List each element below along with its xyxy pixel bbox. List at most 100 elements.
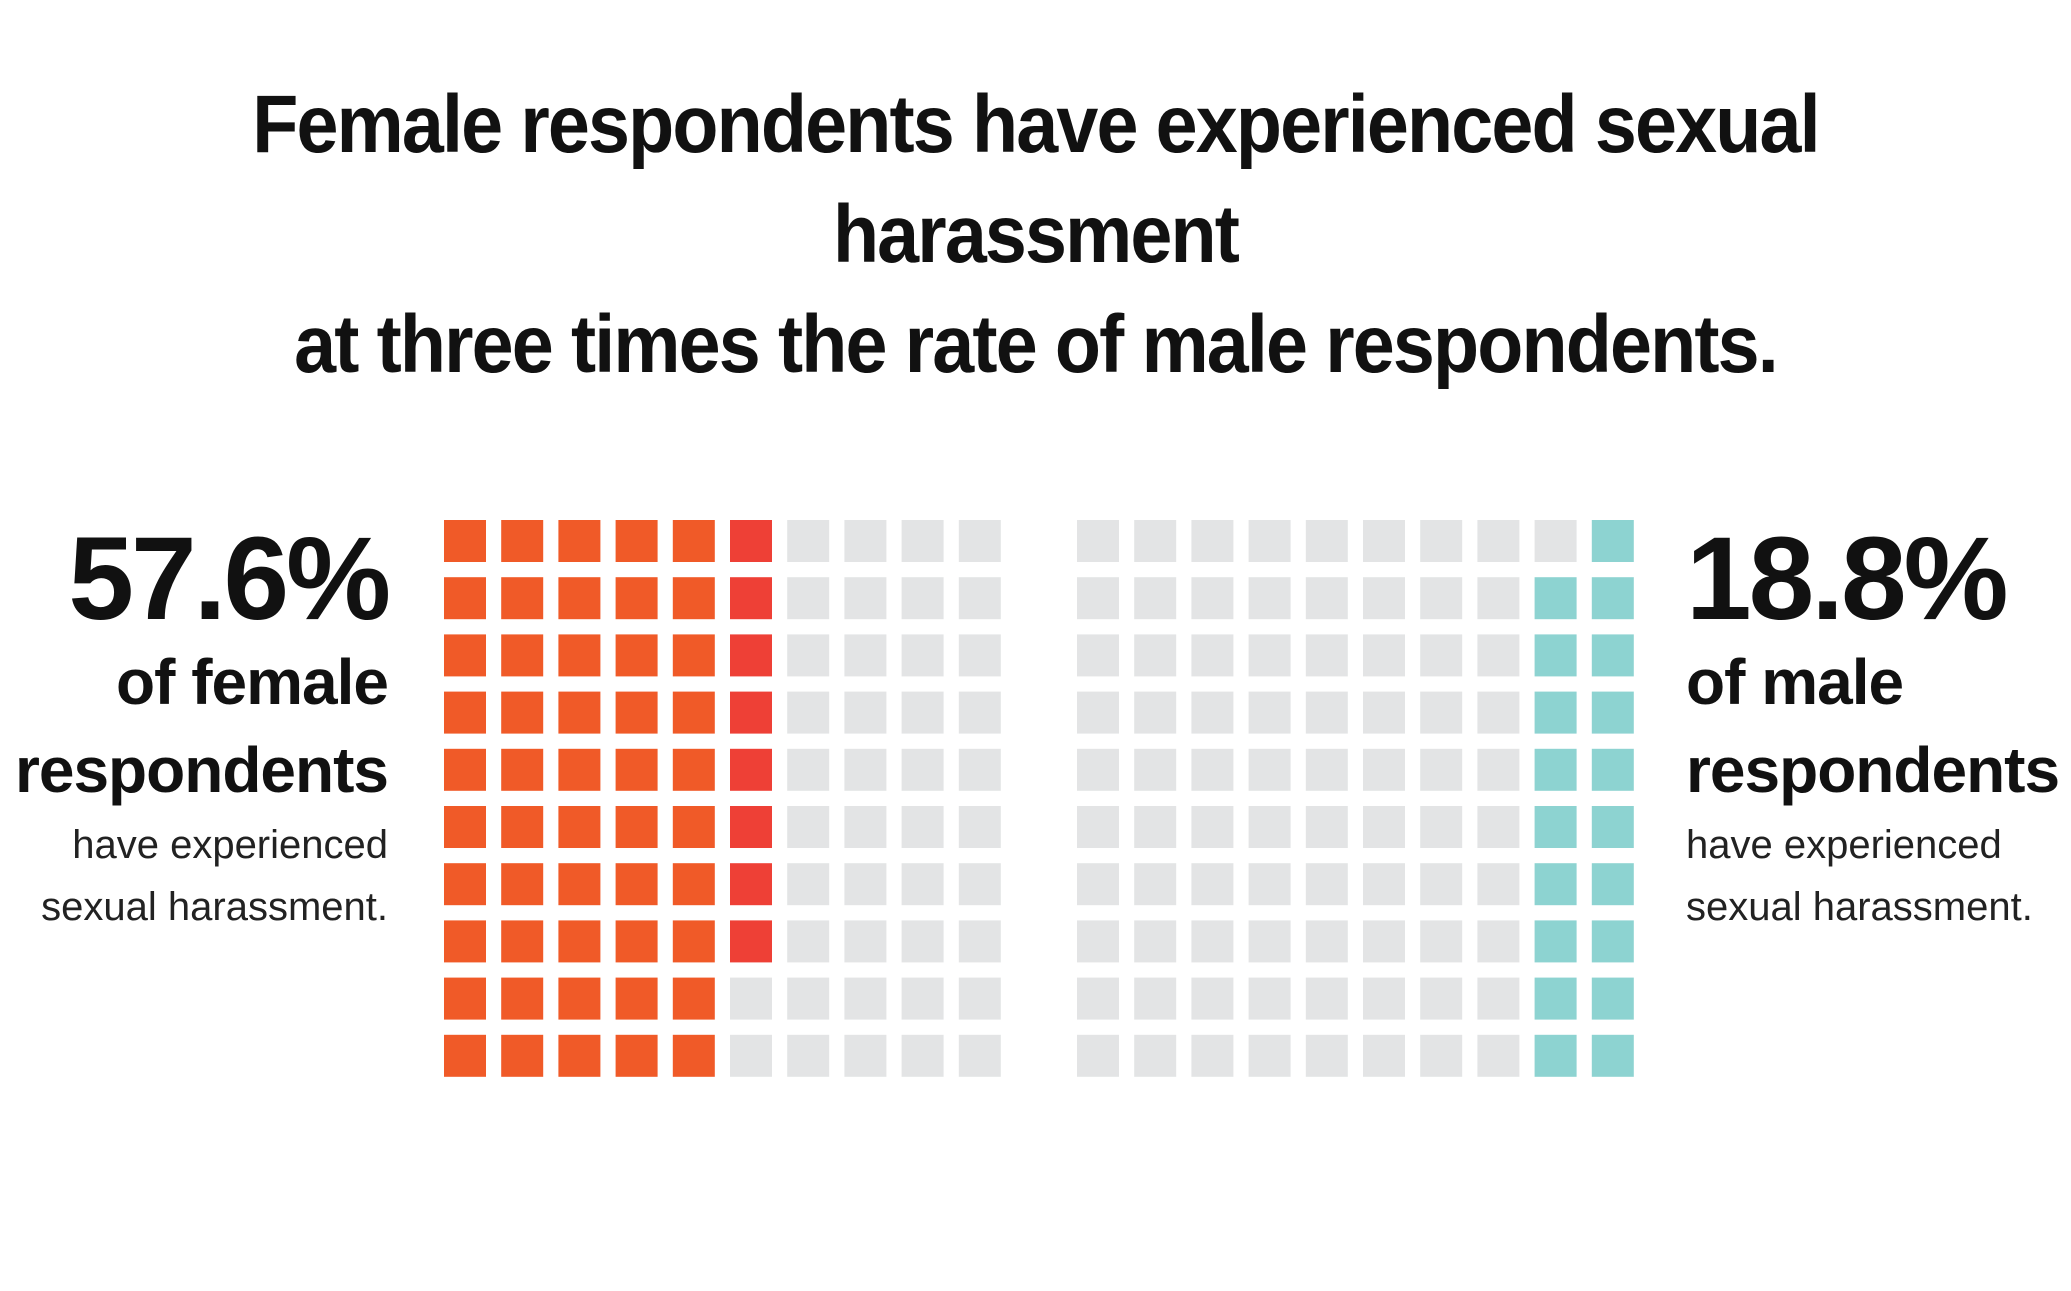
female-waffle-cell-empty xyxy=(730,977,772,1020)
male-waffle-cell-empty xyxy=(1077,920,1119,963)
male-waffle-cell-filled xyxy=(1534,748,1577,791)
female-waffle-cell-filled xyxy=(444,920,486,963)
male-waffle-cell-empty xyxy=(1305,520,1348,562)
male-waffle-cell-filled xyxy=(1534,806,1577,848)
male-waffle-cell-empty xyxy=(1305,977,1348,1020)
female-waffle-cell-empty xyxy=(787,634,830,677)
male-desc-line-2: sexual harassment. xyxy=(1686,885,2033,929)
female-waffle-cell-filled xyxy=(672,1034,715,1077)
female-waffle-cell-filled xyxy=(501,1034,544,1077)
male-waffle-cell-empty xyxy=(1477,863,1520,906)
female-waffle-cell-empty xyxy=(901,748,944,791)
male-waffle-cell-empty xyxy=(1420,634,1463,677)
female-waffle-cell-filled-partial xyxy=(730,634,772,677)
female-waffle-cell-filled xyxy=(444,806,486,848)
male-waffle-cell-empty xyxy=(1248,691,1291,734)
female-waffle-cell-filled xyxy=(615,920,658,963)
female-waffle-cell-empty xyxy=(901,977,944,1020)
female-waffle-cell-filled xyxy=(501,806,544,848)
male-waffle-cell-empty xyxy=(1305,748,1348,791)
female-waffle-cell-filled xyxy=(615,634,658,677)
male-waffle-cell-empty xyxy=(1191,520,1234,562)
female-waffle-cell-filled xyxy=(672,748,715,791)
male-waffle-cell-filled xyxy=(1534,1034,1577,1077)
female-waffle-cell-empty xyxy=(958,691,1001,734)
male-waffle-cell-empty xyxy=(1191,806,1234,848)
female-waffle-cell-empty xyxy=(787,977,830,1020)
male-waffle-cell-empty xyxy=(1248,977,1291,1020)
female-waffle-cell-filled xyxy=(444,977,486,1020)
female-waffle-cell-filled-partial xyxy=(730,806,772,848)
male-waffle-cell-empty xyxy=(1534,520,1577,562)
female-waffle-cell-empty xyxy=(901,691,944,734)
female-waffle-cell-filled xyxy=(501,748,544,791)
male-waffle-cell-empty xyxy=(1477,577,1520,620)
female-waffle-cell-filled xyxy=(615,748,658,791)
female-waffle-cell-filled xyxy=(672,920,715,963)
female-waffle-cell-empty xyxy=(958,634,1001,677)
female-waffle-cell-filled xyxy=(501,863,544,906)
male-percent: 18.8% xyxy=(1686,513,2009,645)
female-group-line-1: of female xyxy=(116,646,389,718)
female-waffle-cell-filled xyxy=(672,520,715,562)
female-waffle-cell-filled xyxy=(615,977,658,1020)
female-waffle-cell-filled xyxy=(501,977,544,1020)
female-waffle-cell-empty xyxy=(787,691,830,734)
female-waffle-cell-filled xyxy=(444,691,486,734)
female-waffle-cell-empty xyxy=(901,920,944,963)
chart-title-line-1: Female respondents have experienced sexu… xyxy=(252,79,1820,280)
male-waffle-cell-empty xyxy=(1305,634,1348,677)
male-waffle-cell-empty xyxy=(1420,577,1463,620)
female-waffle-cell-empty xyxy=(901,634,944,677)
male-waffle-cell-empty xyxy=(1077,977,1119,1020)
female-waffle-cell-filled xyxy=(444,1034,486,1077)
female-waffle-cell-empty xyxy=(844,806,887,848)
female-waffle-cell-filled xyxy=(558,691,601,734)
male-waffle-cell-empty xyxy=(1248,577,1291,620)
male-waffle-cell-empty xyxy=(1134,863,1177,906)
female-waffle-cell-empty xyxy=(901,806,944,848)
female-waffle-cell-filled xyxy=(615,1034,658,1077)
female-waffle-cell-empty xyxy=(958,577,1001,620)
male-waffle-cell-empty xyxy=(1134,806,1177,848)
female-waffle-cell-filled xyxy=(615,863,658,906)
male-waffle-cell-empty xyxy=(1077,691,1119,734)
female-waffle-cell-empty xyxy=(901,1034,944,1077)
male-waffle-cell-filled xyxy=(1591,748,1634,791)
female-waffle-cell-empty xyxy=(958,977,1001,1020)
male-waffle-cell-empty xyxy=(1248,634,1291,677)
female-waffle-cell-filled xyxy=(672,863,715,906)
male-waffle-cell-empty xyxy=(1477,977,1520,1020)
male-waffle-cell-empty xyxy=(1191,863,1234,906)
male-waffle-cell-empty xyxy=(1248,1034,1291,1077)
female-group-line-2: respondents xyxy=(14,734,389,806)
male-stat: 18.8% of male respondents have experienc… xyxy=(1686,513,2060,938)
male-waffle-cell-empty xyxy=(1305,863,1348,906)
male-waffle-cell-empty xyxy=(1305,920,1348,963)
female-waffle-cell-empty xyxy=(787,806,830,848)
male-waffle-cell-empty xyxy=(1305,577,1348,620)
male-waffle-cell-filled xyxy=(1534,577,1577,620)
male-waffle-cell-empty xyxy=(1305,806,1348,848)
female-waffle-cell-empty xyxy=(958,520,1001,562)
female-waffle-cell-filled xyxy=(672,977,715,1020)
male-waffle-cell-empty xyxy=(1420,691,1463,734)
male-waffle-cell-empty xyxy=(1134,977,1177,1020)
female-waffle-cell-filled xyxy=(558,634,601,677)
male-waffle-cell-empty xyxy=(1134,520,1177,562)
male-waffle-cell-empty xyxy=(1363,520,1405,562)
male-waffle-cell-empty xyxy=(1191,748,1234,791)
male-waffle-cell-filled xyxy=(1591,806,1634,848)
male-waffle-cell-empty xyxy=(1477,806,1520,848)
female-waffle-cell-filled xyxy=(501,520,544,562)
male-waffle-cell-filled xyxy=(1534,634,1577,677)
female-waffle-cell-empty xyxy=(958,920,1001,963)
female-waffle-cell-filled xyxy=(558,920,601,963)
male-waffle-cell-empty xyxy=(1077,806,1119,848)
female-waffle-cell-filled xyxy=(672,577,715,620)
male-waffle-cell-filled xyxy=(1591,520,1634,562)
female-waffle-cell-filled xyxy=(444,634,486,677)
male-waffle-cell-empty xyxy=(1191,920,1234,963)
female-waffle-cell-filled xyxy=(501,634,544,677)
